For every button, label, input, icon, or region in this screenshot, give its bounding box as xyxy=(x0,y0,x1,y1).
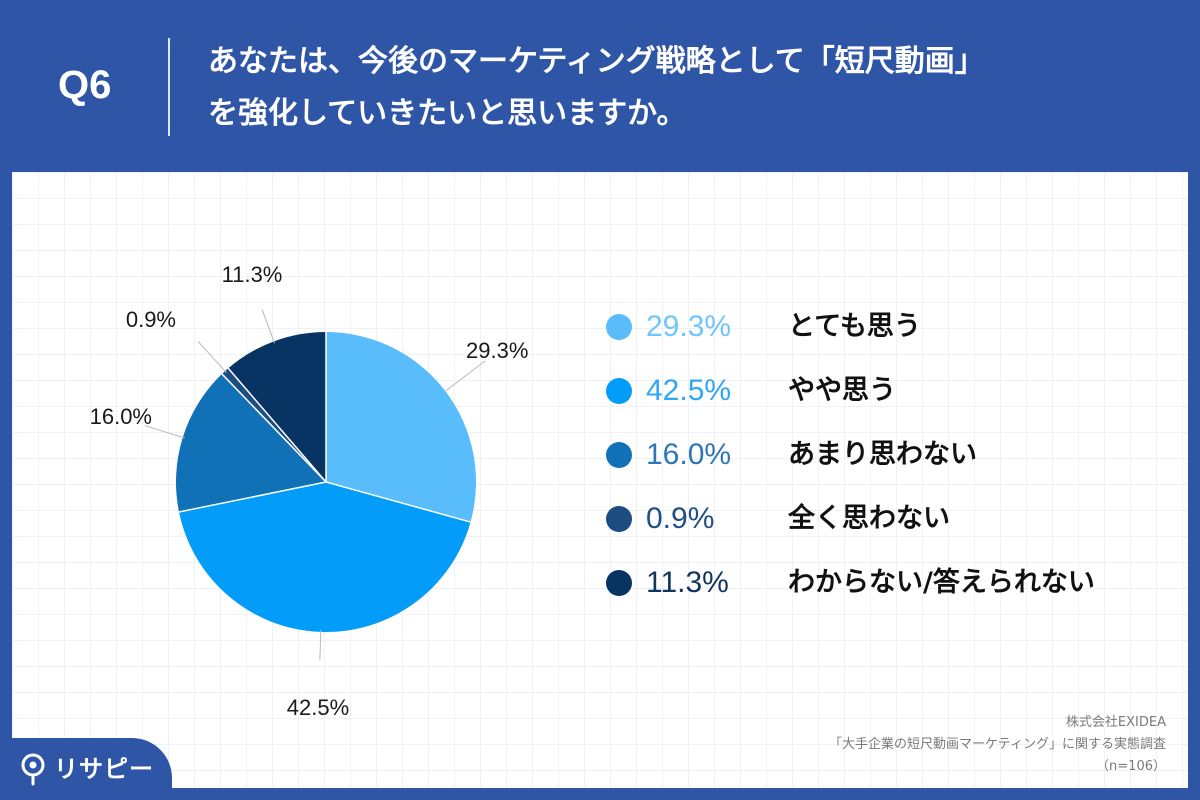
pie-slice xyxy=(326,332,477,523)
legend-value: 0.9% xyxy=(646,502,715,535)
legend-item: 16.0% あまり思わない xyxy=(606,434,1166,498)
callout-line xyxy=(443,360,486,393)
chart-card: 29.3% 42.5% 16.0% 0.9% 11.3% 29.3% とても思う 42.5%… xyxy=(12,172,1188,788)
legend-item: 42.5% やや思う xyxy=(606,370,1166,434)
legend-item: 29.3% とても思う xyxy=(606,306,1166,370)
data-label: 11.3% xyxy=(222,262,283,287)
legend-swatch xyxy=(606,378,632,404)
legend-value: 42.5% xyxy=(646,374,732,407)
legend-value: 29.3% xyxy=(646,310,732,343)
callout-line xyxy=(144,425,185,439)
legend-swatch xyxy=(606,314,632,340)
data-label: 29.3% xyxy=(466,338,528,363)
legend-value: 11.3% xyxy=(646,566,729,599)
pie-chart: 29.3% 42.5% 16.0% 0.9% 11.3% xyxy=(90,262,529,720)
legend-item: 11.3% わからない/答えられない xyxy=(606,562,1166,626)
brand-logo: リサピー xyxy=(0,738,172,800)
legend-value: 16.0% xyxy=(646,438,732,471)
source-note: 株式会社EXIDEA 「大手企業の短尺動画マーケティング」に関する実態調査 （n… xyxy=(829,712,1166,778)
slice-separator xyxy=(178,481,327,513)
legend-swatch xyxy=(606,570,632,596)
header-divider xyxy=(168,38,170,136)
question-number: Q6 xyxy=(58,63,112,107)
legend-swatch xyxy=(606,442,632,468)
legend-label: あまり思わない xyxy=(788,439,977,470)
legend-swatch xyxy=(606,506,632,532)
slice-separator xyxy=(325,481,471,523)
callout-line xyxy=(261,309,276,344)
pie-slice xyxy=(179,482,471,632)
legend-label: わからない/答えられない xyxy=(788,567,1095,598)
pie-slice xyxy=(221,368,326,482)
pie-slice xyxy=(176,373,326,512)
callout-line xyxy=(197,341,227,373)
brand-name: リサピー xyxy=(54,755,154,783)
question-line-2: を強化していきたいと思いますか。 xyxy=(208,96,687,131)
source-sample: （n=106） xyxy=(1096,759,1166,774)
data-label: 0.9% xyxy=(126,307,176,332)
pie-slice xyxy=(228,332,326,482)
slice-separator xyxy=(227,367,327,483)
question-line-1: あなたは、今後のマーケティング戦略として「短尺動画」 xyxy=(208,44,985,79)
legend-label: やや思う xyxy=(788,375,896,406)
legend: 29.3% とても思う 42.5% やや思う 16.0% あまり思わない 0.9% 全く思わな… xyxy=(606,306,1166,626)
legend-label: 全く思わない xyxy=(788,503,950,534)
map-pin-icon xyxy=(21,753,45,786)
legend-item: 0.9% 全く思わない xyxy=(606,498,1166,562)
legend-label: とても思う xyxy=(788,311,921,342)
data-label: 42.5% xyxy=(287,695,349,720)
callout-line xyxy=(319,629,322,660)
data-label: 16.0% xyxy=(90,404,152,429)
source-company: 株式会社EXIDEA xyxy=(1065,715,1166,730)
slice-separator xyxy=(221,373,327,483)
question-header: Q6 あなたは、今後のマーケティング戦略として「短尺動画」 を強化していきたいと… xyxy=(0,0,1200,170)
source-survey: 「大手企業の短尺動画マーケティング」に関する実態調査 xyxy=(829,737,1166,752)
question-text: あなたは、今後のマーケティング戦略として「短尺動画」 を強化していきたいと思いま… xyxy=(208,36,1168,140)
